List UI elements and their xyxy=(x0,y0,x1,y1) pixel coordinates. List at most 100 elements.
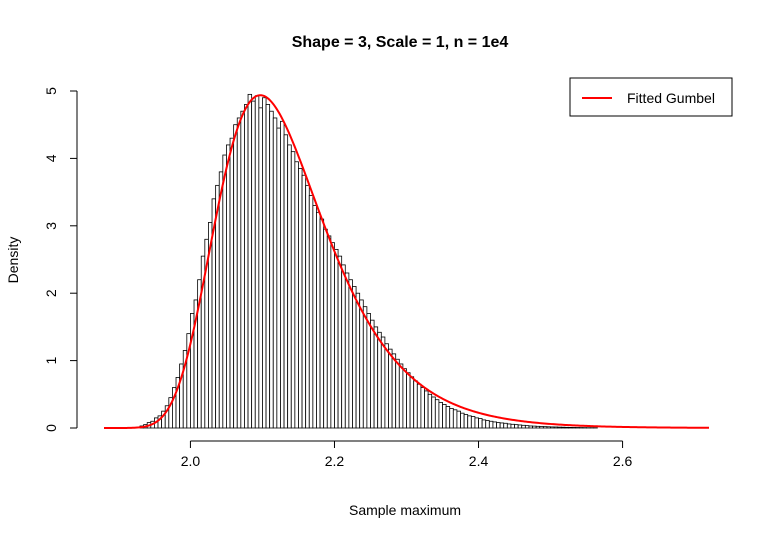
histogram-bar xyxy=(384,343,389,429)
histogram-bar xyxy=(467,415,472,429)
histogram-bar xyxy=(460,412,465,429)
histogram-bar xyxy=(337,255,343,429)
histogram-bar xyxy=(380,336,386,429)
histogram-bar xyxy=(409,376,415,429)
histogram-bar xyxy=(334,248,339,429)
histogram-bar xyxy=(427,393,433,429)
histogram-bar xyxy=(510,423,515,429)
histogram-bar xyxy=(276,127,281,429)
histogram-bar xyxy=(301,174,307,429)
y-tick-label: 3 xyxy=(43,222,59,230)
histogram-bar xyxy=(517,424,523,429)
histogram-bar xyxy=(283,134,289,429)
histogram-bar xyxy=(377,331,382,429)
histogram-bar xyxy=(391,353,397,429)
histogram-bar xyxy=(236,117,242,429)
histogram-bar xyxy=(247,93,253,429)
histogram-bar xyxy=(269,110,274,429)
histogram-bar xyxy=(481,419,487,429)
histogram-bar xyxy=(344,272,350,429)
histogram-bar xyxy=(514,424,519,429)
y-tick-label: 0 xyxy=(43,424,59,432)
y-tick-label: 5 xyxy=(43,87,59,95)
histogram-bar xyxy=(312,205,317,429)
histogram-bar xyxy=(348,279,353,429)
histogram-bar xyxy=(452,409,458,429)
histogram-bar xyxy=(265,104,271,429)
histogram-bar xyxy=(478,418,483,429)
histogram-bar xyxy=(254,95,260,429)
fitted-gumbel-curve xyxy=(104,94,710,429)
histogram-bar xyxy=(355,292,361,429)
histogram-bar xyxy=(290,151,296,429)
histogram-bar xyxy=(341,264,346,429)
histogram-bar xyxy=(215,184,220,429)
histogram-bar xyxy=(226,144,231,429)
histogram-bar xyxy=(474,417,479,429)
histogram-bar xyxy=(326,235,332,429)
x-tick-label: 2.6 xyxy=(613,453,633,469)
histogram-bar xyxy=(539,426,544,429)
x-axis: 2.0 2.2 2.4 2.6 xyxy=(181,440,633,469)
histogram-bar xyxy=(449,408,454,429)
histogram-bar xyxy=(557,426,562,429)
y-tick-label: 1 xyxy=(43,356,59,364)
histogram-bar xyxy=(398,363,404,429)
y-tick-label: 2 xyxy=(43,289,59,297)
histogram-bar xyxy=(294,161,299,429)
histogram-bar xyxy=(496,422,501,429)
histogram-bar xyxy=(532,425,537,429)
histogram-bar xyxy=(359,299,364,429)
x-tick-label: 2.2 xyxy=(325,453,345,469)
histogram-bar xyxy=(420,387,425,429)
histogram-bar xyxy=(488,420,494,429)
histogram-bar xyxy=(287,144,292,429)
histogram-bar xyxy=(550,426,555,429)
histogram-bar xyxy=(316,211,321,429)
histogram-bar xyxy=(222,154,227,429)
chart-title: Shape = 3, Scale = 1, n = 1e4 xyxy=(292,34,509,51)
histogram-bar xyxy=(262,97,267,429)
histogram-bar xyxy=(424,390,429,429)
histogram-bar xyxy=(564,426,569,429)
histogram-bar xyxy=(456,410,461,429)
histogram-bar xyxy=(402,368,407,429)
histogram-bar xyxy=(244,104,249,429)
histogram-bar xyxy=(218,171,224,429)
y-tick-label: 4 xyxy=(43,154,59,162)
y-axis: 0 1 2 3 4 5 xyxy=(43,87,78,432)
histogram-bar xyxy=(445,406,451,429)
histogram-bar xyxy=(388,348,393,429)
histogram-bar xyxy=(499,422,505,429)
histogram-bar xyxy=(330,242,335,429)
histogram-bar xyxy=(373,326,379,429)
histogram-bar xyxy=(406,372,411,429)
histogram-bar xyxy=(298,168,303,429)
histogram-bar xyxy=(438,401,443,429)
histogram-bar xyxy=(305,184,310,429)
histogram-bar xyxy=(470,416,476,429)
histogram-bar xyxy=(362,306,368,429)
legend-label: Fitted Gumbel xyxy=(627,90,715,106)
histogram-bars xyxy=(139,93,598,429)
histogram-bar xyxy=(560,426,566,429)
histogram-bar xyxy=(521,424,526,429)
histogram-bar xyxy=(319,218,325,429)
histogram-bar xyxy=(370,319,375,429)
histogram-bar xyxy=(524,425,530,429)
histogram-bar xyxy=(323,228,328,429)
histogram-bar xyxy=(546,426,551,429)
histogram-bar xyxy=(280,120,285,429)
histogram-bar xyxy=(434,399,440,429)
x-axis-label: Sample maximum xyxy=(349,502,461,518)
x-tick-label: 2.0 xyxy=(181,453,201,469)
x-tick-label: 2.4 xyxy=(469,453,489,469)
histogram-bar xyxy=(535,425,541,429)
histogram-bar xyxy=(463,414,469,429)
histogram-bar xyxy=(542,426,548,429)
histogram-bar xyxy=(492,421,497,429)
histogram-bar xyxy=(503,422,508,429)
histogram-bar xyxy=(233,124,238,429)
y-axis-label: Density xyxy=(5,237,21,284)
histogram-bar xyxy=(240,110,245,429)
